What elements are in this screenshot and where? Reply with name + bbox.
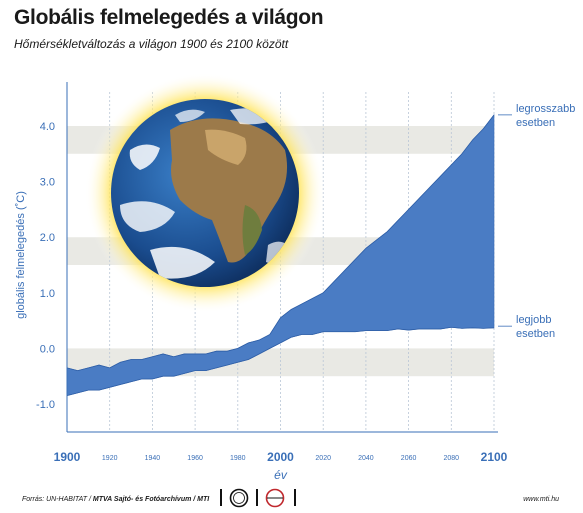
divider <box>256 489 258 506</box>
x-tick-label-minor: 2040 <box>358 455 374 462</box>
axes <box>66 82 512 433</box>
x-tick-label-minor: 2060 <box>401 455 417 462</box>
grid-band-spacer <box>67 404 494 418</box>
y-axis-label: globális felmelegedés (˚C) <box>15 191 27 319</box>
x-tick-label-minor: 2020 <box>315 455 331 462</box>
y-tick-label: 4.0 <box>40 121 55 133</box>
y-tick-label: 1.0 <box>40 288 55 300</box>
y-tick-label: 0.0 <box>40 343 55 355</box>
axis-labels: 4.0 3.0 2.0 1.0 0.0 -1.0 1900 2000 2100 1920 1940 1… <box>15 103 575 482</box>
x-tick-label-minor: 1940 <box>145 455 161 462</box>
y-tick-label: 3.0 <box>40 177 55 189</box>
divider <box>294 489 296 506</box>
chart-subtitle: Hőmérsékletváltozás a világon 1900 és 21… <box>14 37 289 51</box>
y-tick-label: 2.0 <box>40 232 55 244</box>
x-tick-label-major: 1900 <box>54 450 81 464</box>
x-tick-label-major: 2100 <box>481 450 508 464</box>
x-tick-label-minor: 1920 <box>102 455 118 462</box>
chart-title: Globális felmelegedés a világon <box>14 6 324 29</box>
x-tick-label-minor: 2080 <box>444 455 460 462</box>
x-tick-label-major: 2000 <box>267 450 294 464</box>
mti-logo-icon <box>261 488 289 508</box>
x-axis-label: év <box>274 468 288 482</box>
annotation-best-case-line2: esetben <box>516 328 555 340</box>
mtva-logo-icon <box>225 488 253 508</box>
series-line-legjobb <box>66 326 495 397</box>
temperature-area <box>66 113 495 397</box>
earth-globe-illustration <box>85 73 325 313</box>
x-tick-label-minor: 1980 <box>230 455 246 462</box>
x-tick-label-minor: 1960 <box>187 455 203 462</box>
divider <box>220 489 222 506</box>
annotation-worst-case-line2: esetben <box>516 117 555 129</box>
website-url: www.mti.hu <box>523 496 559 503</box>
y-tick-label: -1.0 <box>36 399 55 411</box>
series-line-legrosszabb <box>66 114 495 372</box>
annotation-best-case-line1: legjobb <box>516 314 551 326</box>
source-credit: Forrás: UN-HABITAT / MTVA Sajtó- és Fotó… <box>22 496 210 503</box>
annotation-worst-case-line1: legrosszabb <box>516 103 575 115</box>
